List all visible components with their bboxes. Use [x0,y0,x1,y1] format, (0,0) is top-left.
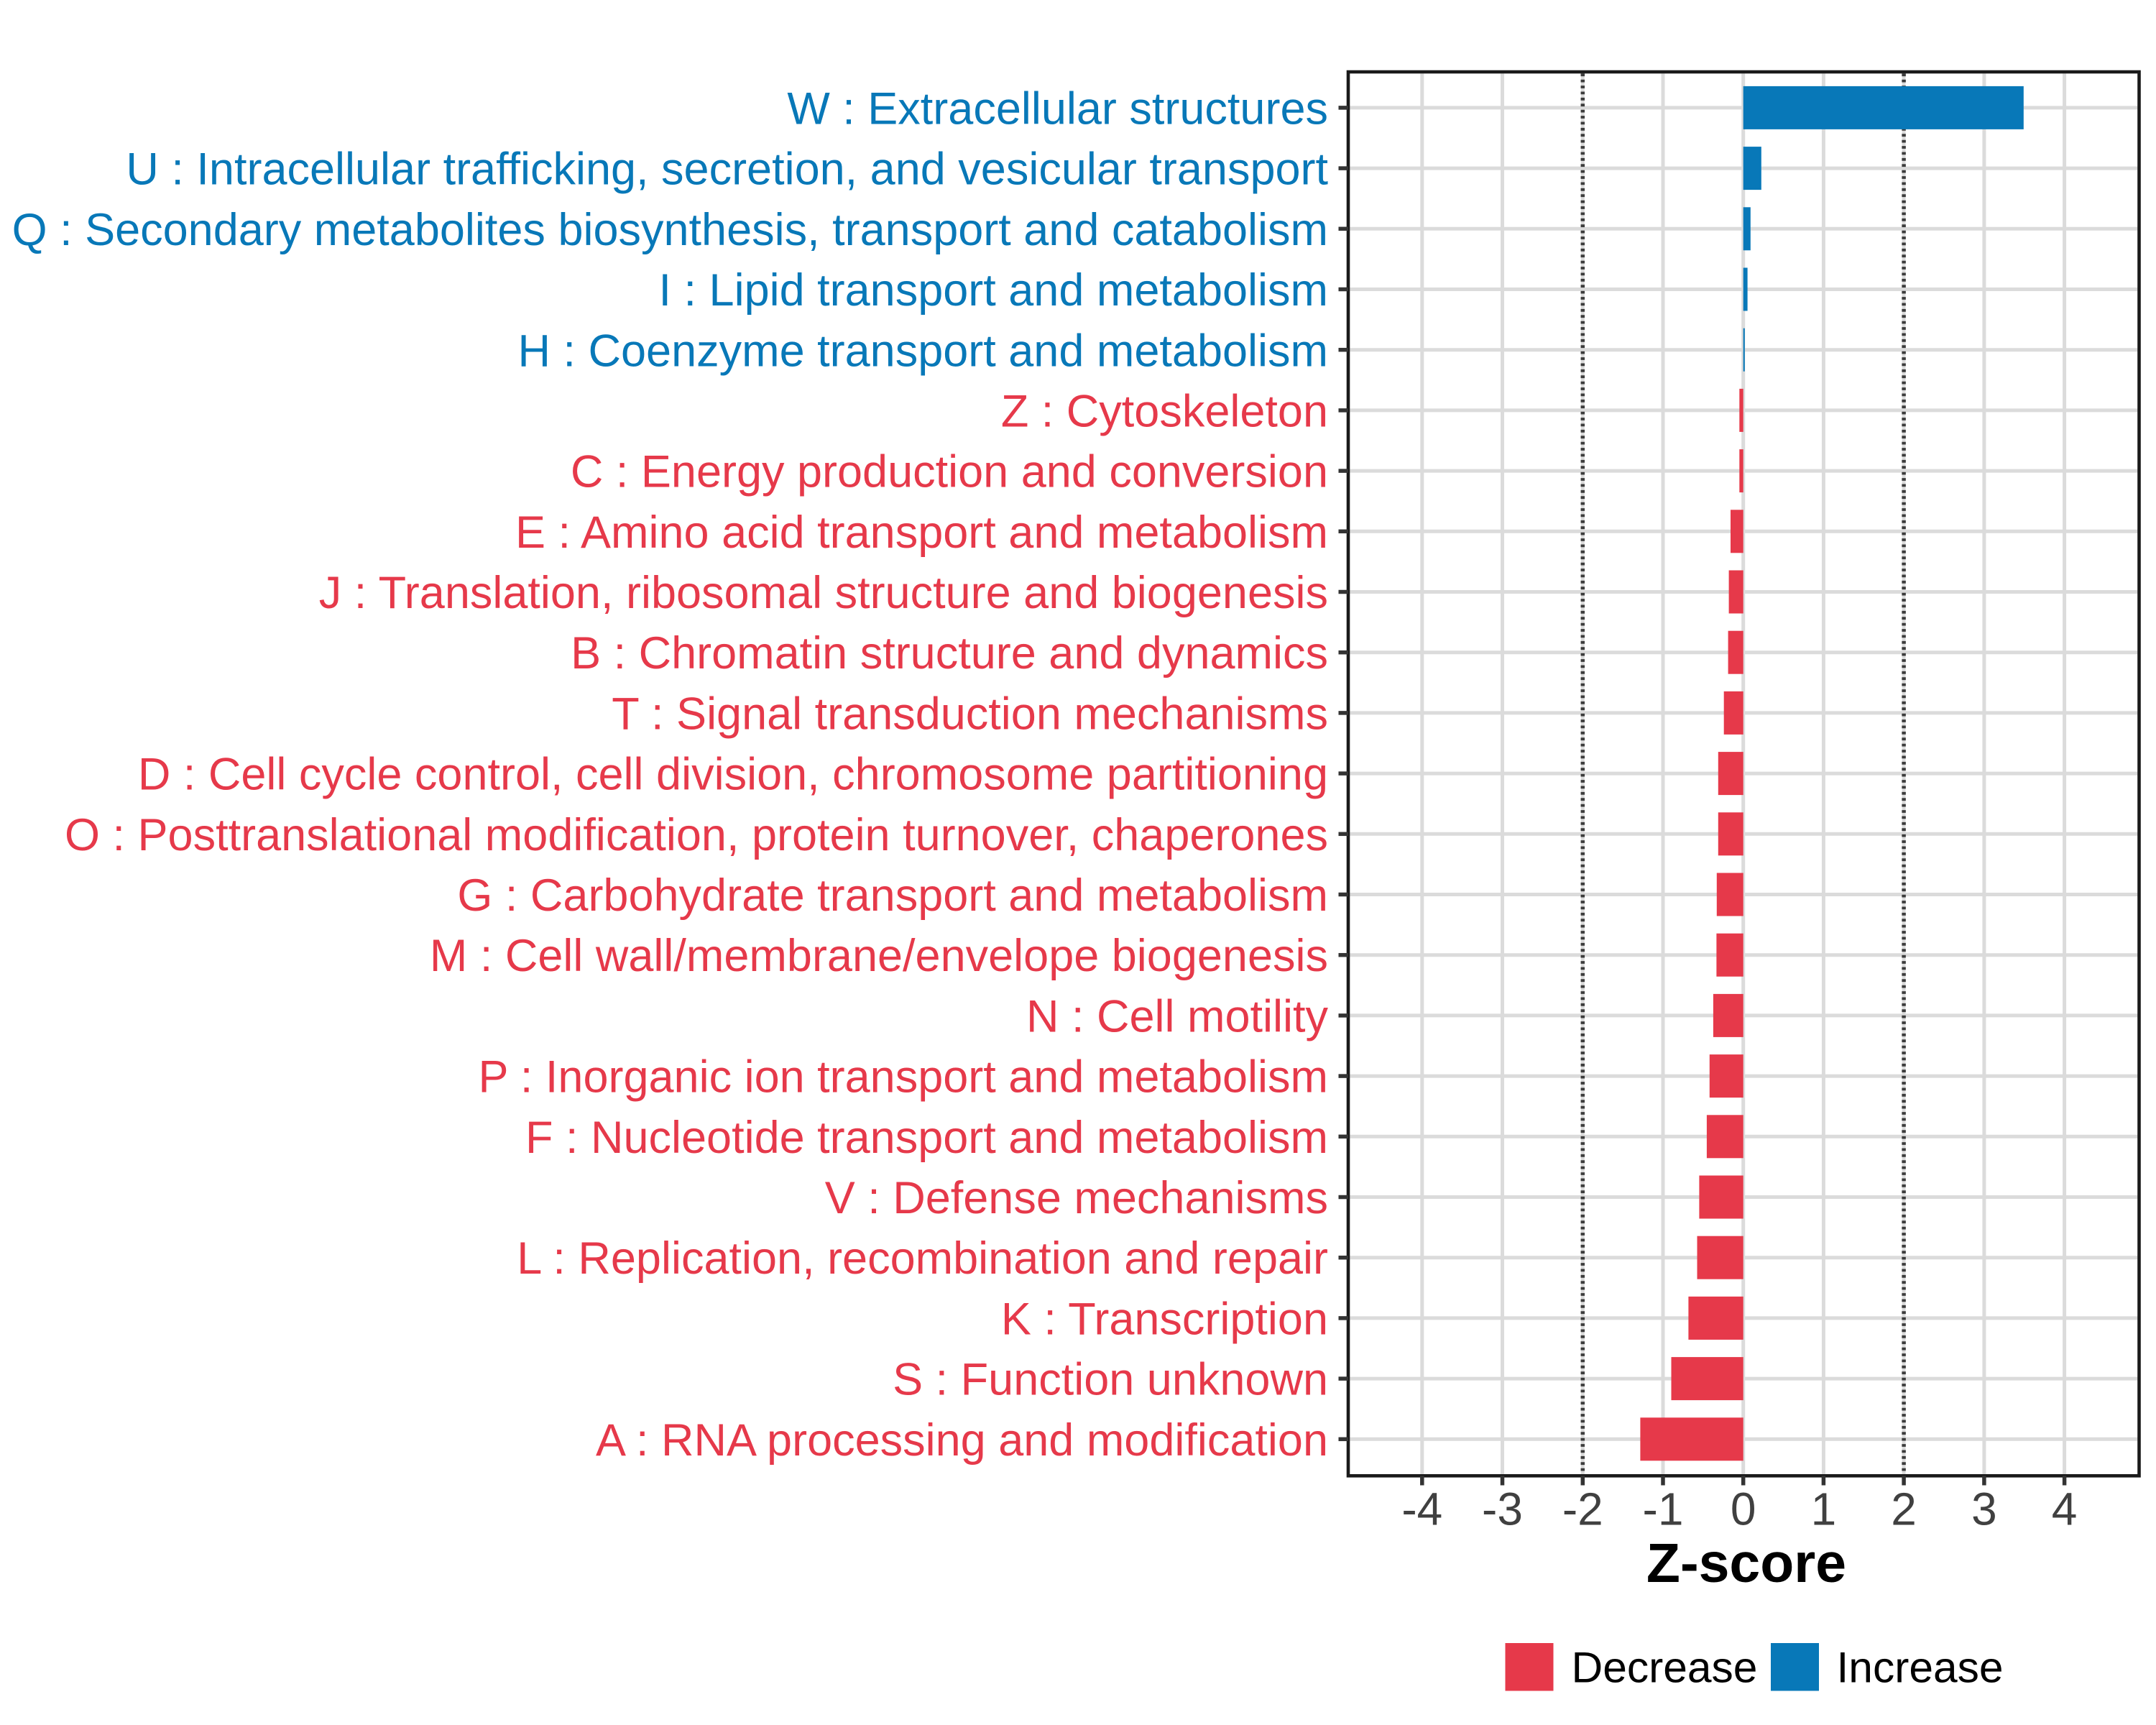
svg-text:J : Translation, ribosomal str: J : Translation, ribosomal structure and… [319,568,1328,618]
svg-text:Decrease: Decrease [1572,1643,1758,1692]
svg-text:-3: -3 [1482,1483,1523,1535]
svg-text:Q : Secondary metabolites bios: Q : Secondary metabolites biosynthesis, … [12,205,1328,255]
svg-text:1: 1 [1811,1483,1837,1535]
svg-text:Z-score: Z-score [1646,1532,1846,1594]
svg-text:E : Amino acid transport and m: E : Amino acid transport and metabolism [515,507,1328,558]
svg-text:N : Cell motility: N : Cell motility [1026,992,1329,1042]
svg-text:O : Posttranslational modifica: O : Posttranslational modification, prot… [65,810,1328,860]
svg-text:W : Extracellular structures: W : Extracellular structures [787,84,1328,134]
svg-text:S : Function unknown: S : Function unknown [893,1355,1328,1405]
svg-text:P : Inorganic ion transport an: P : Inorganic ion transport and metaboli… [479,1052,1328,1103]
svg-text:B : Chromatin structure and dy: B : Chromatin structure and dynamics [571,628,1328,678]
svg-text:V : Defense mechanisms: V : Defense mechanisms [825,1173,1328,1223]
svg-text:Increase: Increase [1837,1643,2004,1692]
svg-text:C : Energy production and conv: C : Energy production and conversion [571,447,1328,497]
svg-text:M : Cell wall/membrane/envelop: M : Cell wall/membrane/envelope biogenes… [430,931,1328,981]
svg-text:-2: -2 [1562,1483,1603,1535]
svg-text:4: 4 [2052,1483,2078,1535]
svg-text:0: 0 [1731,1483,1756,1535]
svg-text:A : RNA processing and modific: A : RNA processing and modification [596,1415,1328,1466]
svg-text:L : Replication, recombination: L : Replication, recombination and repai… [517,1233,1328,1284]
svg-text:3: 3 [1971,1483,1997,1535]
svg-text:K : Transcription: K : Transcription [1001,1294,1328,1345]
svg-text:Z : Cytoskeleton: Z : Cytoskeleton [1001,386,1328,436]
svg-text:F : Nucleotide transport and m: F : Nucleotide transport and metabolism [525,1113,1328,1163]
svg-text:-1: -1 [1643,1483,1684,1535]
svg-text:U : Intracellular trafficking,: U : Intracellular trafficking, secretion… [126,144,1328,195]
svg-text:-4: -4 [1401,1483,1442,1535]
svg-text:D : Cell cycle control, cell d: D : Cell cycle control, cell division, c… [138,750,1328,800]
svg-text:T : Signal transduction mechan: T : Signal transduction mechanisms [612,689,1328,739]
svg-text:G : Carbohydrate transport and: G : Carbohydrate transport and metabolis… [457,870,1328,921]
svg-text:I : Lipid transport and metabo: I : Lipid transport and metabolism [659,265,1328,316]
svg-text:H : Coenzyme transport and met: H : Coenzyme transport and metabolism [518,326,1328,376]
svg-text:2: 2 [1891,1483,1917,1535]
